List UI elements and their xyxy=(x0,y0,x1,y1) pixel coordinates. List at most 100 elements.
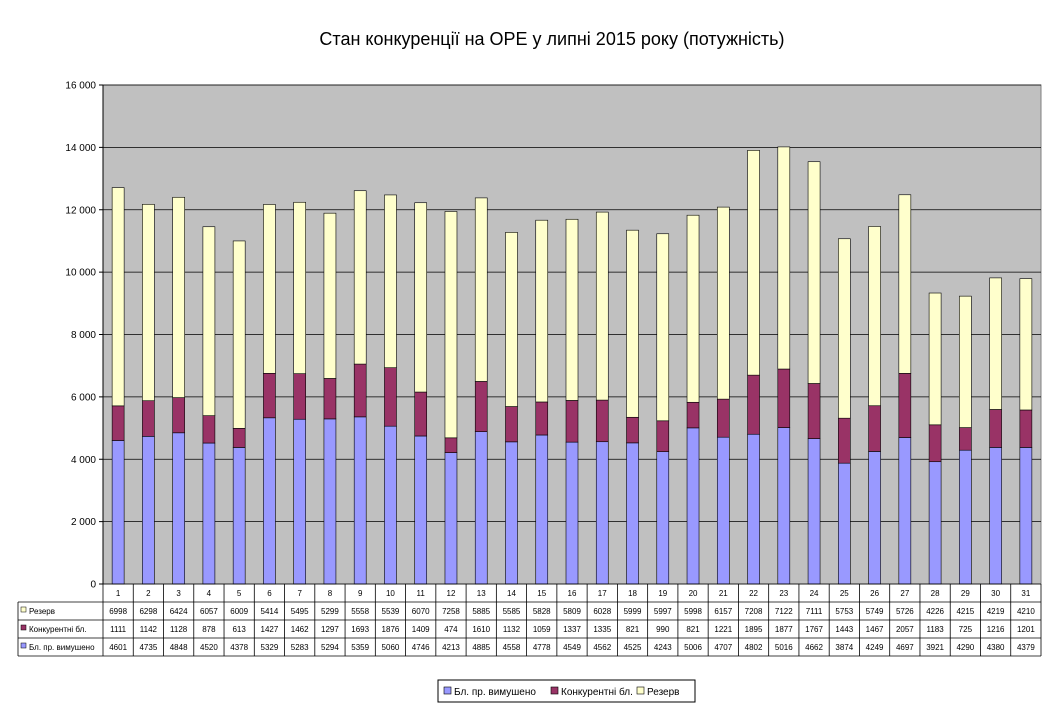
x-tick-label: 20 xyxy=(689,589,698,598)
table-cell: 1877 xyxy=(775,625,793,634)
table-cell: 6298 xyxy=(139,607,157,616)
y-tick-label: 6 000 xyxy=(71,392,96,403)
y-tick-label: 0 xyxy=(90,580,96,591)
table-cell: 1183 xyxy=(926,625,944,634)
bar-segment xyxy=(777,146,791,370)
bar-segment xyxy=(959,427,972,451)
table-cell: 1427 xyxy=(261,625,279,634)
bar-segment xyxy=(535,434,549,585)
bar-segment xyxy=(444,437,458,453)
table-cell: 4707 xyxy=(714,643,732,652)
legend-key xyxy=(443,686,452,695)
table-cell: 5558 xyxy=(351,607,369,616)
table-legend-key xyxy=(20,642,27,649)
bar-segment xyxy=(444,452,458,585)
bar-segment xyxy=(535,219,549,403)
table-cell: 5414 xyxy=(261,607,279,616)
bar-segment xyxy=(656,233,670,422)
bar-segment xyxy=(868,405,881,452)
bar-segment xyxy=(656,451,670,585)
chart-title: Стан конкуренції на ОРЕ у липні 2015 рок… xyxy=(319,29,784,49)
table-cell: 4379 xyxy=(1017,643,1035,652)
bar-segment xyxy=(565,400,579,443)
table-cell: 1297 xyxy=(321,625,339,634)
x-tick-label: 21 xyxy=(719,589,728,598)
y-tick-label: 12 000 xyxy=(65,205,96,216)
bar-segment xyxy=(202,415,216,444)
bar-segment xyxy=(838,417,851,464)
bar-segment xyxy=(989,447,1002,585)
bar-segment xyxy=(293,418,306,585)
bar-segment xyxy=(928,424,942,463)
x-tick-label: 4 xyxy=(207,589,212,598)
x-tick-label: 27 xyxy=(900,589,909,598)
bar-segment xyxy=(353,190,367,365)
table-cell: 6057 xyxy=(200,607,218,616)
bar-segment xyxy=(898,437,912,585)
bar-segment xyxy=(444,211,458,439)
x-tick-label: 8 xyxy=(328,589,333,598)
bar-segment xyxy=(928,292,942,426)
bar-segment xyxy=(716,398,730,438)
table-cell: 1610 xyxy=(472,625,490,634)
table-cell: 725 xyxy=(959,625,973,634)
table-cell: 5753 xyxy=(835,607,853,616)
bar-segment xyxy=(232,428,246,448)
bar-segment xyxy=(716,436,730,585)
table-cell: 5294 xyxy=(321,643,339,652)
table-cell: 4213 xyxy=(442,643,460,652)
table-cell: 5016 xyxy=(775,643,793,652)
bar-segment xyxy=(414,391,428,437)
table-cell: 4380 xyxy=(987,643,1005,652)
table-cell: 1142 xyxy=(140,625,158,634)
bar-segment xyxy=(384,194,397,368)
bar-segment xyxy=(898,194,912,374)
table-cell: 4802 xyxy=(745,643,763,652)
table-cell: 5006 xyxy=(684,643,702,652)
table-cell: 5060 xyxy=(382,643,400,652)
bar-segment xyxy=(565,218,579,401)
table-cell: 2057 xyxy=(896,625,914,634)
plot-area: 0 2 000 4 000 6 000 8 000 10 000 12 000 14 000 1… xyxy=(65,81,1042,591)
table-cell: 1059 xyxy=(533,625,551,634)
table-cell: 6424 xyxy=(170,607,188,616)
bar-segment xyxy=(232,447,246,585)
x-tick-label: 6 xyxy=(267,589,272,598)
bar-segment xyxy=(868,226,881,407)
table-row-label: Резерв xyxy=(29,607,55,616)
x-tick-label: 14 xyxy=(507,589,516,598)
table-row-label: Бл. пр. вимушено xyxy=(29,643,95,652)
bar-segment xyxy=(142,400,155,437)
table-cell: 6028 xyxy=(593,607,611,616)
bar-segment xyxy=(111,405,125,441)
y-tick-label: 14 000 xyxy=(65,143,96,154)
bar-segment xyxy=(747,374,760,435)
bar-segment xyxy=(1019,278,1033,411)
bar-segment xyxy=(1019,447,1033,585)
bar-segment xyxy=(474,431,488,585)
x-tick-label: 16 xyxy=(568,589,577,598)
table-cell: 4848 xyxy=(170,643,188,652)
table-cell: 4601 xyxy=(109,643,127,652)
bar-segment xyxy=(263,417,276,585)
table-cell: 4520 xyxy=(200,643,218,652)
table-cell: 5283 xyxy=(291,643,309,652)
legend-key xyxy=(636,686,645,695)
bar-segment xyxy=(716,206,730,400)
table-cell: 4243 xyxy=(654,643,672,652)
x-tick-label: 9 xyxy=(358,589,363,598)
table-cell: 4697 xyxy=(896,643,914,652)
table-cell: 613 xyxy=(232,625,246,634)
y-tick-label: 4 000 xyxy=(71,455,96,466)
x-tick-label: 1 xyxy=(116,589,121,598)
bar-segment xyxy=(505,441,518,585)
table-cell: 1462 xyxy=(291,625,309,634)
table-cell: 4562 xyxy=(593,643,611,652)
bar-segment xyxy=(474,197,488,382)
table-cell: 6998 xyxy=(109,607,127,616)
x-tick-label: 15 xyxy=(537,589,546,598)
table-cell: 5999 xyxy=(624,607,642,616)
x-tick-label: 28 xyxy=(931,589,940,598)
bar-segment xyxy=(565,441,579,585)
bar-segment xyxy=(263,372,276,419)
